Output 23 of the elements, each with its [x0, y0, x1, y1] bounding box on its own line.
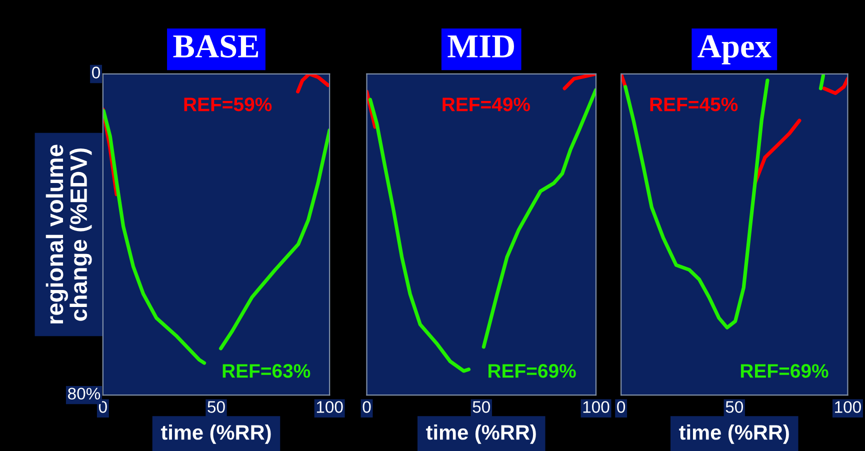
x-axis-title: time (%RR)	[160, 424, 271, 444]
series-label: REF=59%	[184, 98, 272, 112]
series-label: REF=69%	[488, 364, 576, 378]
series-label: REF=45%	[650, 98, 738, 112]
x-tick-label: 50	[472, 401, 490, 413]
x-tick-label: 100	[583, 401, 610, 413]
text: 80%	[68, 388, 100, 400]
y-axis-title: regional volume change (%EDV)	[46, 144, 92, 324]
chart-title: MID	[448, 35, 514, 58]
x-axis-title: time (%RR)	[426, 424, 536, 444]
x-tick-label: 0	[617, 401, 626, 413]
text: 0	[92, 66, 100, 78]
x-tick-label: 0	[362, 401, 371, 413]
text: REF=69%	[740, 364, 828, 378]
x-tick-label: 50	[208, 401, 225, 413]
series-label: REF=63%	[222, 364, 310, 378]
x-tick-label: 100	[316, 401, 343, 413]
chart-title: Apex	[698, 35, 772, 64]
x-axis-title: time (%RR)	[679, 424, 789, 444]
x-tick-label: 100	[835, 401, 861, 413]
series-label: REF=49%	[442, 98, 530, 112]
chart-title: BASE	[173, 35, 258, 58]
x-tick-label: 50	[726, 401, 744, 413]
